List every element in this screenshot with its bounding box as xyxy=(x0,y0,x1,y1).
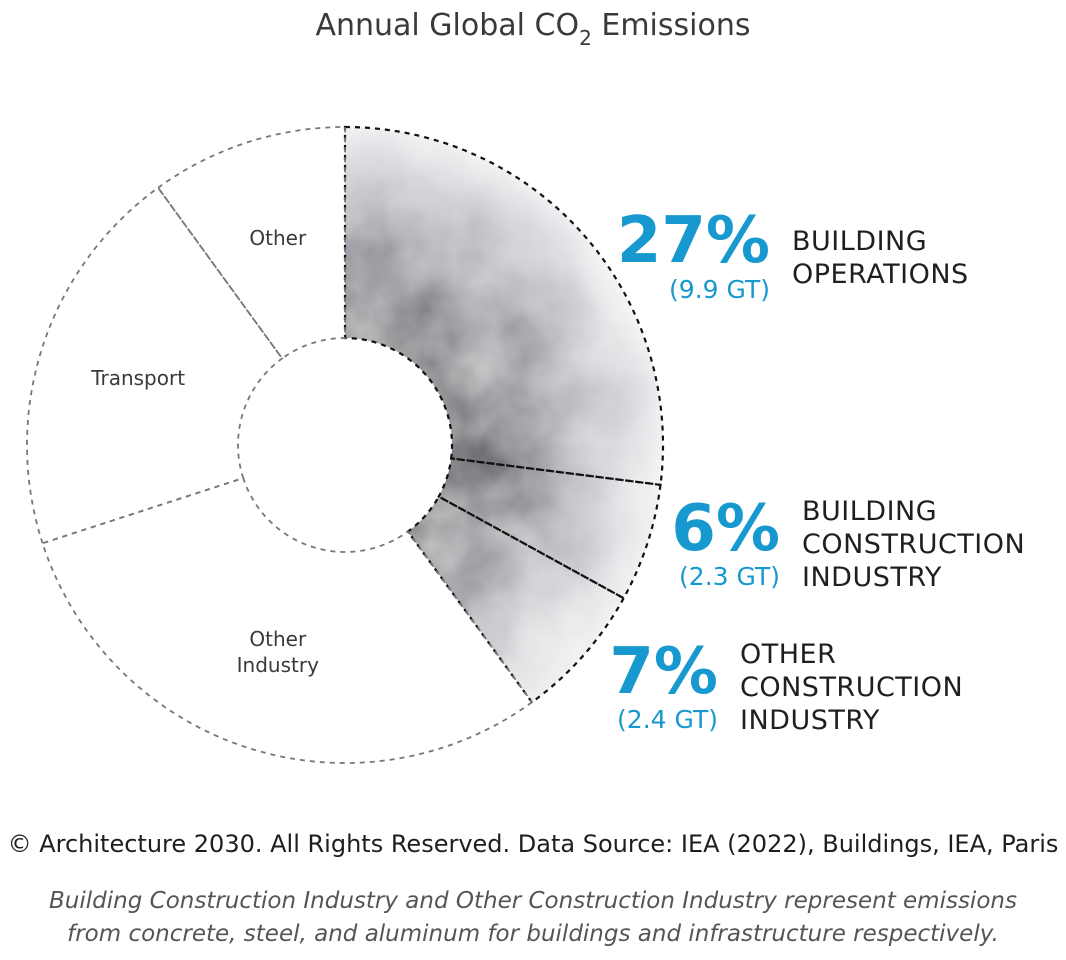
slice-label-other: Other xyxy=(249,226,307,250)
footnote-line: Building Construction Industry and Other… xyxy=(49,888,1017,914)
name-label-building_operations: BUILDING OPERATIONS xyxy=(792,226,969,290)
percent-label-other_construction: 7% xyxy=(609,635,718,709)
slice-outline-transport xyxy=(26,186,284,545)
footnote: Building Construction Industry and Other… xyxy=(0,885,1066,951)
gt-label-building_operations: (9.9 GT) xyxy=(669,275,770,304)
name-label-building_construction: BUILDING CONSTRUCTION INDUSTRY xyxy=(802,496,1025,593)
slice-outline-building_construction xyxy=(437,457,662,600)
gt-label-other_construction: (2.4 GT) xyxy=(617,705,718,734)
percent-label-building_construction: 6% xyxy=(671,492,780,566)
slice-label-transport: Transport xyxy=(90,366,185,390)
gt-label-building_construction: (2.3 GT) xyxy=(679,562,780,591)
slice-other_construction xyxy=(407,496,624,703)
slice-outline-building_operations xyxy=(343,125,665,487)
percent-label-building_operations: 27% xyxy=(617,204,770,278)
slice-outline-other xyxy=(156,126,346,360)
chart-title: Annual Global CO2 Emissions xyxy=(315,8,750,50)
slice-building_operations xyxy=(345,127,664,485)
slice-label-other_industry: Other Industry xyxy=(237,627,319,677)
slice-outline-other_industry xyxy=(41,476,534,764)
highlighted-slices xyxy=(345,127,664,703)
slice-building_construction xyxy=(438,458,661,599)
slice-outline-other_construction xyxy=(406,495,626,704)
copyright-text: © Architecture 2030. All Rights Reserved… xyxy=(7,830,1059,858)
slice-labels: Other Industry Transport Other 27%(9.9 GT) BU… xyxy=(90,204,1025,736)
slice-outlines xyxy=(26,125,665,764)
name-label-other_construction: OTHER CONSTRUCTION INDUSTRY xyxy=(740,639,963,736)
footnote-line: from concrete, steel, and aluminum for b… xyxy=(67,921,999,947)
